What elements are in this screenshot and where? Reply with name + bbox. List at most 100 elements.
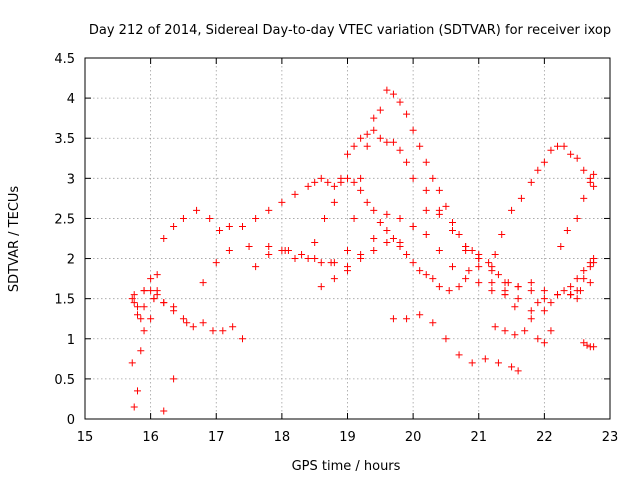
data-point-arc-e bbox=[321, 214, 329, 222]
x-tick-label: 22 bbox=[536, 430, 553, 445]
data-point-arc-g bbox=[383, 239, 391, 247]
data-point-arc-b bbox=[357, 186, 365, 194]
data-point-arc-f bbox=[567, 283, 575, 291]
data-point-arc-f bbox=[501, 279, 509, 287]
data-point-arc-f bbox=[527, 287, 535, 295]
data-point-arc-a bbox=[422, 230, 430, 238]
data-point-arc-b bbox=[128, 295, 136, 303]
data-point-arc-a bbox=[179, 315, 187, 323]
data-point-arc-g bbox=[554, 291, 561, 299]
data-point-arc-a bbox=[265, 251, 273, 259]
data-point-arc-f bbox=[534, 299, 542, 307]
data-point-arc-f bbox=[416, 142, 424, 150]
data-point-arc-g bbox=[422, 206, 430, 214]
data-point-arc-g bbox=[586, 279, 594, 287]
data-point-arc-e bbox=[396, 146, 404, 154]
y-tick-label: 1.5 bbox=[54, 293, 75, 308]
data-point-arc-f bbox=[330, 275, 338, 283]
data-point-arc-b bbox=[330, 182, 338, 190]
data-point-arc-n bbox=[150, 295, 158, 303]
data-point-arc-a bbox=[396, 214, 404, 222]
data-point-arc-b bbox=[324, 178, 332, 186]
data-point-arc-b bbox=[134, 311, 141, 319]
data-point-arc-f bbox=[363, 142, 371, 150]
data-point-arc-j bbox=[501, 327, 509, 335]
data-markers bbox=[128, 86, 598, 415]
data-point-arc-b bbox=[137, 315, 145, 323]
data-point-arc-a bbox=[304, 255, 312, 263]
x-tick-label: 16 bbox=[142, 430, 159, 445]
data-point-arc-a bbox=[229, 323, 237, 331]
data-point-arc-b bbox=[403, 251, 411, 259]
data-point-arc-h bbox=[442, 335, 450, 343]
data-point-arc-b bbox=[170, 222, 178, 230]
data-point-arc-d bbox=[265, 243, 273, 251]
data-point-arc-c bbox=[130, 403, 138, 411]
data-point-arc-j bbox=[491, 323, 499, 331]
data-point-arc-a bbox=[291, 255, 299, 263]
data-point-arc-a bbox=[527, 279, 535, 287]
data-point-arc-f bbox=[573, 275, 581, 283]
data-point-arc-g bbox=[409, 222, 417, 230]
data-point-arc-b bbox=[311, 178, 319, 186]
data-point-arc-a bbox=[449, 263, 456, 271]
data-point-arc-b bbox=[278, 198, 286, 206]
data-point-arc-f bbox=[435, 186, 443, 194]
data-point-arc-b bbox=[370, 206, 378, 214]
data-point-arc-e bbox=[363, 130, 371, 138]
data-point-arc-e bbox=[488, 279, 496, 287]
x-tick-label: 23 bbox=[602, 430, 619, 445]
data-point-arc-f bbox=[376, 106, 384, 114]
data-point-arc-g bbox=[501, 287, 509, 295]
data-point-arc-f bbox=[468, 247, 476, 255]
data-point-arc-d bbox=[225, 247, 233, 255]
data-point-arc-d bbox=[160, 407, 168, 415]
data-point-arc-b bbox=[455, 283, 463, 291]
data-point-arc-c bbox=[134, 387, 141, 395]
data-point-arc-e bbox=[337, 174, 345, 182]
data-point-arc-b bbox=[193, 206, 201, 214]
data-point-arc-f bbox=[422, 158, 430, 166]
data-point-arc-m bbox=[590, 343, 598, 351]
data-point-arc-h bbox=[468, 359, 476, 367]
data-point-arc-e bbox=[370, 126, 378, 134]
data-point-arc-l bbox=[590, 255, 598, 263]
data-point-arc-g bbox=[357, 255, 365, 263]
data-point-arc-l bbox=[586, 259, 594, 267]
data-point-arc-d bbox=[199, 279, 207, 287]
data-point-arc-b bbox=[376, 218, 384, 226]
data-point-arc-k bbox=[580, 194, 588, 202]
data-point-arc-i bbox=[560, 142, 568, 150]
data-point-arc-a bbox=[199, 319, 207, 327]
data-point-arc-j bbox=[511, 331, 519, 339]
data-point-arc-h bbox=[403, 315, 411, 323]
y-tick-label: 4 bbox=[67, 92, 75, 107]
data-point-arc-f bbox=[350, 214, 358, 222]
x-axis-label: GPS time / hours bbox=[292, 459, 401, 474]
data-point-arc-b bbox=[140, 303, 148, 311]
chart-title: Day 212 of 2014, Sidereal Day-to-day VTE… bbox=[89, 23, 611, 38]
data-point-arc-k bbox=[586, 178, 594, 186]
data-point-arc-g bbox=[488, 267, 496, 275]
y-tick-label: 1 bbox=[67, 333, 75, 348]
data-point-arc-i bbox=[508, 206, 516, 214]
data-point-arc-a bbox=[573, 295, 581, 303]
data-point-arc-b bbox=[494, 271, 502, 279]
data-point-arc-i bbox=[573, 154, 581, 162]
data-point-arc-h bbox=[508, 363, 516, 371]
data-point-arc-b bbox=[409, 259, 417, 267]
data-point-arc-a bbox=[252, 263, 260, 271]
data-point-arc-g bbox=[462, 243, 470, 251]
data-point-arc-f bbox=[429, 174, 437, 182]
data-point-arc-b bbox=[239, 222, 246, 230]
data-point-arc-b bbox=[435, 283, 443, 291]
data-point-arc-i bbox=[517, 194, 525, 202]
data-point-arc-b bbox=[317, 174, 325, 182]
data-point-arc-a bbox=[475, 279, 483, 287]
data-point-arc-g bbox=[396, 243, 404, 251]
data-point-arc-b bbox=[206, 214, 214, 222]
data-point-arc-i bbox=[567, 150, 575, 158]
y-tick-label: 2.5 bbox=[54, 212, 75, 227]
data-point-arc-f bbox=[514, 283, 522, 291]
data-point-arc-a bbox=[128, 359, 136, 367]
